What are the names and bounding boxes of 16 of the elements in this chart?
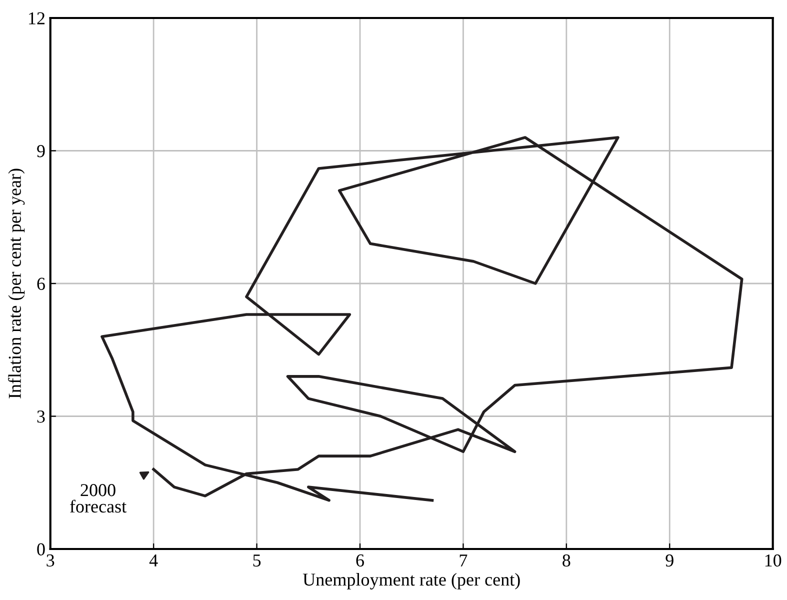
annotation: 2000 forecast [70, 484, 126, 513]
x-tick-label: 4 [149, 554, 158, 566]
y-axis-title: Inflation rate (per cent per year) [8, 168, 25, 398]
x-tick-label: 9 [666, 554, 674, 567]
y-tick-label: 0 [37, 543, 45, 556]
x-tick-label: 7 [460, 554, 468, 566]
y-tick-label: 3 [37, 410, 45, 423]
x-tick-label: 5 [253, 554, 261, 567]
y-tick-label: 6 [37, 278, 45, 290]
x-tick-label: 6 [356, 554, 364, 567]
x-tick-label: 3 [46, 554, 54, 567]
x-tick-label: 10 [765, 554, 782, 567]
y-tick-label: 12 [29, 12, 45, 24]
x-axis-title: Unemployment rate (per cent) [302, 573, 520, 590]
x-tick-label: 8 [562, 554, 570, 567]
y-tick-label: 9 [37, 145, 45, 158]
